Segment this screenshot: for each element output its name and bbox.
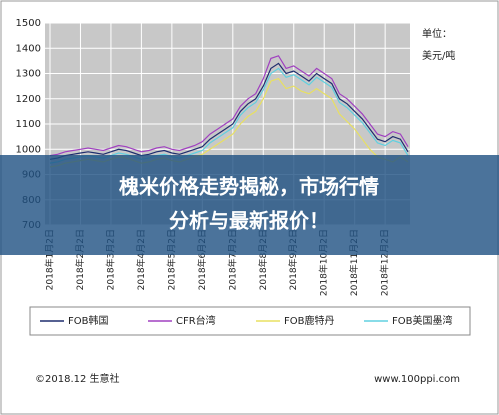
- website: www.100ppi.com: [374, 374, 460, 385]
- y-tick-label: 1200: [16, 94, 41, 105]
- legend-label: CFR台湾: [176, 314, 216, 327]
- banner-bg: [0, 155, 499, 255]
- legend-label: FOB韩国: [68, 314, 108, 327]
- legend: [29, 306, 471, 336]
- banner-text: 分析与最新报价！: [169, 209, 329, 233]
- y-tick-label: 1400: [16, 43, 41, 54]
- series-line: [49, 62, 409, 160]
- copyright: ©2018.12 生意社: [35, 372, 120, 385]
- legend-label: FOB鹿特丹: [284, 314, 334, 327]
- legend-label: FOB美国墨湾: [392, 314, 452, 327]
- unit-label: 单位：: [422, 27, 452, 40]
- unit-label: 美元/吨: [422, 49, 455, 62]
- y-tick-label: 1000: [16, 144, 41, 155]
- series-line: [49, 55, 409, 157]
- y-tick-label: 1500: [16, 18, 41, 29]
- banner-text: 槐米价格走势揭秘，市场行情: [118, 175, 379, 199]
- y-tick-label: 1100: [16, 119, 41, 130]
- y-tick-label: 1300: [16, 69, 41, 80]
